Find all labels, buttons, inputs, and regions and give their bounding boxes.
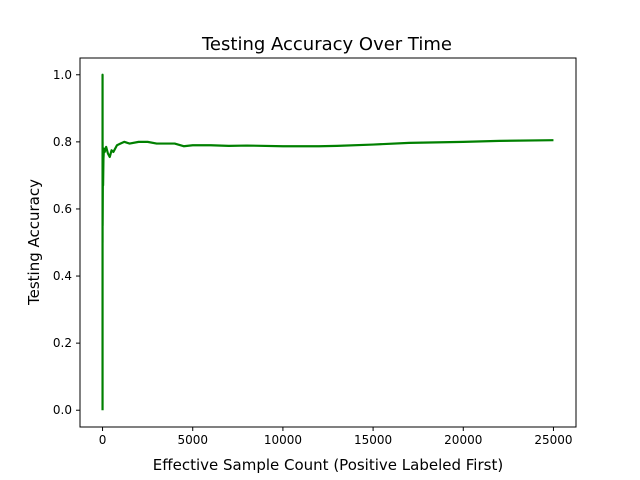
y-tick-label: 1.0: [53, 68, 72, 82]
series-line-0: [101, 73, 554, 411]
x-tick-label: 20000: [444, 433, 482, 447]
plot-area: [80, 58, 576, 427]
y-tick-label: 0.6: [53, 202, 72, 216]
y-tick-label: 0.2: [53, 336, 72, 350]
x-tick-label: 5000: [177, 433, 208, 447]
x-tick-label: 25000: [534, 433, 572, 447]
x-tick-label: 15000: [354, 433, 392, 447]
y-axis-title: Testing Accuracy: [25, 179, 43, 306]
axes-frame: [79, 57, 577, 428]
x-axis-title: Effective Sample Count (Positive Labeled…: [153, 456, 503, 474]
y-axis: 0.0 0.2 0.4 0.6 0.8 1.0: [53, 68, 80, 417]
y-tick-label: 0.0: [53, 403, 72, 417]
x-axis: 0 5000 10000 15000 20000 25000: [99, 427, 573, 447]
x-tick-label: 0: [99, 433, 107, 447]
chart-title: Testing Accuracy Over Time: [201, 34, 452, 55]
y-tick-label: 0.4: [53, 269, 72, 283]
y-tick-label: 0.8: [53, 135, 72, 149]
x-tick-label: 10000: [264, 433, 302, 447]
data-layer: [101, 73, 554, 411]
